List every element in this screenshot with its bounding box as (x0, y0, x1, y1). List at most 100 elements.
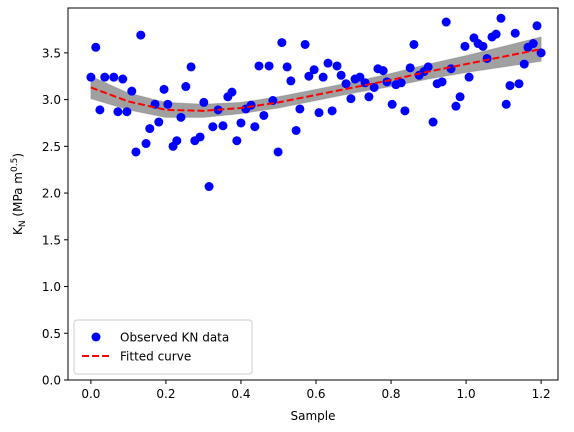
legend-marker (91, 332, 101, 342)
data-point (396, 78, 406, 88)
data-point (109, 72, 119, 82)
data-point (409, 39, 419, 49)
data-point (496, 13, 506, 23)
x-tick-label: 0.6 (306, 387, 325, 401)
data-point (176, 112, 186, 122)
x-tick-label: 0.8 (381, 387, 400, 401)
data-point (91, 42, 101, 52)
data-point (259, 110, 269, 120)
data-point (227, 87, 237, 97)
data-point (286, 76, 296, 86)
x-tick-label: 1.2 (532, 387, 551, 401)
data-point (118, 74, 128, 84)
data-point (100, 72, 110, 82)
data-point (291, 125, 301, 135)
data-point (528, 39, 538, 49)
y-tick-label: 1.0 (42, 280, 61, 294)
data-point (218, 121, 228, 131)
legend-label: Fitted curve (120, 350, 191, 364)
plot-frame (67, 7, 559, 381)
data-point (510, 28, 520, 38)
data-point (246, 100, 256, 110)
data-point (336, 70, 346, 80)
data-point (364, 92, 374, 102)
data-point (300, 39, 310, 49)
y-tick-label: 2.5 (42, 140, 61, 154)
data-point (428, 117, 438, 127)
data-point (478, 41, 488, 51)
data-point (159, 84, 169, 94)
y-tick-label: 1.5 (42, 233, 61, 247)
data-point (304, 71, 314, 81)
data-point (327, 106, 337, 116)
data-point (122, 107, 132, 117)
data-point (455, 92, 465, 102)
data-point (405, 63, 415, 73)
data-point (113, 107, 123, 117)
data-point (355, 72, 365, 82)
data-point (264, 61, 274, 71)
y-tick-label: 2.0 (42, 187, 61, 201)
data-point (141, 139, 151, 149)
data-point (254, 61, 264, 71)
y-axis-label: KN (MPa m0.5) (10, 153, 28, 235)
data-point (250, 122, 260, 132)
legend-label: Observed KN data (120, 331, 229, 345)
data-point (282, 62, 292, 72)
data-point (387, 99, 397, 109)
data-point (491, 29, 501, 39)
data-point (204, 182, 214, 192)
data-point (378, 66, 388, 76)
data-point (318, 72, 328, 82)
y-label-part: K (11, 226, 25, 235)
y-label-part: 0.5 (10, 158, 20, 172)
data-point (277, 38, 287, 48)
x-tick-label: 0.0 (81, 387, 100, 401)
data-point (163, 99, 173, 109)
data-point (341, 79, 351, 89)
data-point (86, 72, 96, 82)
y-tick-label: 3.0 (42, 93, 61, 107)
data-point (295, 104, 305, 114)
data-point (273, 147, 283, 157)
data-point (136, 30, 146, 40)
data-point (154, 117, 164, 127)
data-point (314, 108, 324, 118)
data-point (423, 62, 433, 72)
y-label-part: N (18, 220, 28, 227)
data-point (382, 77, 392, 87)
data-point (186, 62, 196, 72)
data-point (346, 94, 356, 104)
data-point (323, 58, 333, 68)
y-label-part: (MPa m (11, 172, 25, 220)
data-point (95, 105, 105, 115)
data-point (437, 77, 447, 87)
data-point (464, 72, 474, 82)
fitted-line (90, 48, 542, 112)
data-point (514, 79, 524, 89)
data-point (501, 99, 511, 109)
y-tick-label: 0.5 (42, 327, 61, 341)
y-label-part: ) (11, 153, 25, 158)
data-point (332, 61, 342, 71)
data-point (145, 124, 155, 134)
legend-box (73, 319, 253, 375)
data-point (309, 65, 319, 75)
data-point (199, 97, 209, 107)
data-point (536, 48, 546, 58)
data-point (208, 122, 218, 132)
data-point (460, 41, 470, 51)
x-tick-label: 0.4 (231, 387, 250, 401)
data-point (400, 106, 410, 116)
data-point (505, 81, 515, 91)
y-tick-label: 3.5 (42, 46, 61, 60)
data-point (451, 101, 461, 111)
data-point (172, 136, 182, 146)
data-point (519, 59, 529, 69)
y-tick-label: 0.0 (42, 374, 61, 388)
data-point (441, 17, 451, 27)
x-tick-label: 1.0 (457, 387, 476, 401)
data-point (369, 82, 379, 92)
data-point (482, 53, 492, 63)
